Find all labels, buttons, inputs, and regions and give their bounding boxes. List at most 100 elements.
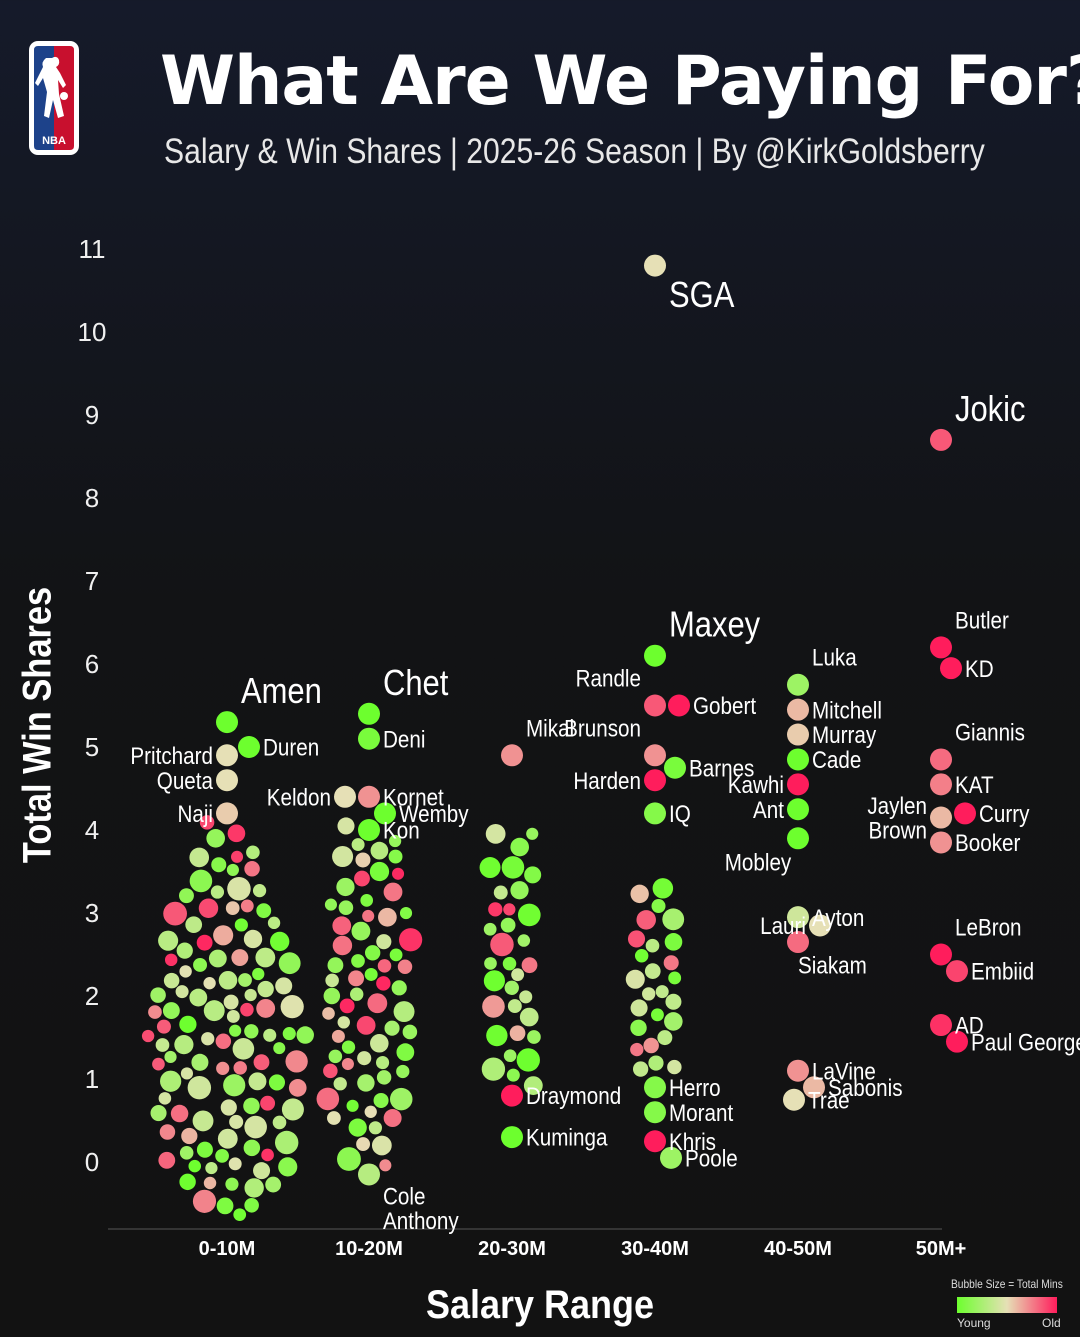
player-bubble: [205, 1161, 218, 1175]
legend-young-label: Young: [957, 1316, 991, 1330]
player-label: Cade: [812, 747, 861, 774]
player-bubble: [244, 1115, 267, 1139]
player-bubble: [227, 876, 251, 901]
player-bubble: [257, 980, 274, 998]
player-label: Mobley: [725, 849, 792, 876]
player-bubble: [503, 903, 516, 916]
y-tick-label: 6: [85, 649, 99, 679]
player-bubble: [502, 956, 517, 971]
player-bubble: [275, 977, 293, 995]
player-bubble: [392, 867, 405, 880]
player-bubble: [516, 1048, 540, 1072]
player-bubble: [179, 1173, 196, 1191]
player-bubble: [180, 1067, 194, 1080]
player-bubble: [946, 1030, 968, 1053]
player-bubble: [337, 1147, 361, 1171]
player-bubble: [158, 930, 179, 951]
y-tick-label: 8: [85, 483, 99, 513]
player-bubble: [181, 1127, 198, 1145]
player-bubble: [396, 1043, 415, 1062]
player-bubble: [652, 878, 674, 899]
y-tick-label: 1: [85, 1064, 99, 1094]
player-bubble: [354, 870, 370, 887]
player-label: Paul George: [971, 1029, 1080, 1056]
player-bubble: [389, 948, 403, 962]
player-bubble: [930, 748, 952, 771]
player-bubble: [341, 1057, 354, 1071]
player-bubble: [229, 1024, 242, 1037]
player-bubble: [206, 828, 226, 848]
player-label: Pritchard: [130, 742, 213, 769]
player-bubble: [630, 1042, 644, 1057]
player-bubble: [244, 988, 257, 1002]
player-bubble: [163, 972, 180, 989]
player-bubble: [203, 1176, 217, 1190]
player-bubble: [282, 1027, 296, 1041]
player-bubble: [930, 943, 952, 966]
player-bubble: [358, 727, 380, 750]
player-label: Maxey: [669, 606, 760, 646]
y-tick-label: 5: [85, 732, 99, 762]
player-bubble: [244, 861, 260, 877]
player-bubble: [337, 817, 355, 835]
y-tick-label: 11: [79, 234, 106, 264]
player-bubble: [227, 824, 246, 843]
player-bubble: [930, 1014, 952, 1037]
player-bubble: [213, 925, 234, 946]
player-label: Curry: [979, 801, 1030, 828]
player-bubble: [261, 1148, 274, 1162]
player-label: Chet: [383, 664, 449, 704]
x-tick-label: 40-50M: [764, 1238, 832, 1260]
player-bubble: [506, 1068, 520, 1082]
player-label: Wemby: [399, 801, 469, 828]
player-bubble: [644, 1101, 666, 1124]
player-label: SGA: [669, 276, 735, 316]
player-bubble: [280, 995, 304, 1019]
player-bubble: [203, 977, 216, 990]
player-bubble: [256, 903, 272, 919]
player-label: Anthony: [383, 1207, 459, 1234]
x-tick-label: 10-20M: [335, 1238, 403, 1260]
player-bubble: [383, 882, 403, 902]
player-bubble: [176, 942, 193, 959]
player-bubble: [397, 959, 413, 974]
player-bubble: [523, 1076, 543, 1096]
player-label: Giannis: [955, 719, 1025, 746]
player-bubble: [223, 1074, 246, 1097]
player-bubble: [630, 1019, 647, 1037]
player-bubble: [644, 744, 666, 767]
player-bubble: [260, 1095, 276, 1111]
player-label: Kornet: [383, 784, 445, 811]
player-bubble: [373, 1092, 389, 1109]
player-bubble: [374, 802, 396, 825]
player-bubble: [517, 903, 541, 927]
player-bubble: [519, 1007, 539, 1027]
player-bubble: [358, 702, 380, 725]
player-label: Jokic: [955, 390, 1026, 430]
player-label: Cole: [383, 1183, 425, 1210]
player-bubble: [348, 970, 365, 987]
player-bubble: [668, 694, 690, 717]
player-bubble: [376, 934, 392, 950]
player-bubble: [328, 1049, 343, 1064]
player-bubble: [500, 917, 516, 933]
player-bubble: [192, 1110, 214, 1132]
player-bubble: [288, 1079, 307, 1097]
player-bubble: [187, 1075, 212, 1100]
player-bubble: [179, 965, 192, 978]
player-bubble: [668, 971, 682, 985]
player-bubble: [163, 901, 187, 926]
player-bubble: [483, 970, 505, 992]
player-bubble: [351, 838, 365, 852]
player-bubble: [216, 711, 238, 734]
player-bubble: [644, 1076, 666, 1099]
player-bubble: [787, 827, 809, 850]
player-bubble: [270, 931, 290, 952]
player-bubble: [199, 815, 215, 830]
player-label: Deni: [383, 726, 425, 753]
player-label: Khris: [669, 1128, 716, 1155]
player-bubble: [333, 1077, 347, 1091]
player-bubble: [803, 1076, 825, 1099]
player-bubble: [164, 1050, 177, 1064]
player-bubble: [527, 1030, 541, 1044]
